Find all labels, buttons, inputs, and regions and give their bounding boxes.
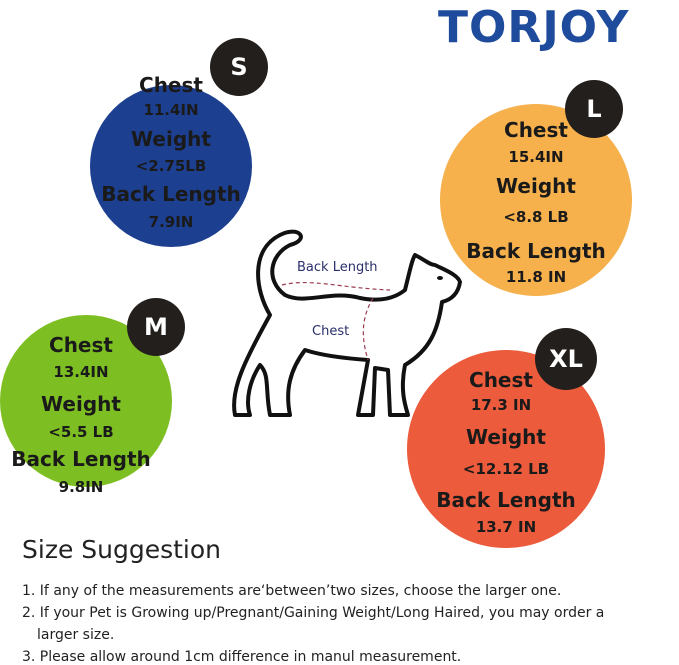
back-length-label: Back Length xyxy=(11,447,151,471)
chest-value: 13.4IN xyxy=(53,363,109,381)
size-suggestion-title: Size Suggestion xyxy=(22,535,222,564)
chest-label: Chest xyxy=(469,368,533,392)
back-length-value: 9.8IN xyxy=(58,478,104,496)
chest-value: 17.3 IN xyxy=(470,396,532,414)
chest-label: Chest xyxy=(504,118,568,142)
weight-value: <8.8 LB xyxy=(503,208,569,226)
weight-label: Weight xyxy=(41,392,121,416)
chest-diagram-label: Chest xyxy=(312,324,350,339)
back-length-label: Back Length xyxy=(101,182,241,206)
size-s-circle: Chest 11.4IN Weight <2.75LB Back Length … xyxy=(90,73,252,247)
weight-value: <5.5 LB xyxy=(48,423,114,441)
back-length-value: 7.9IN xyxy=(148,213,194,231)
note-3: 3. Please allow around 1cm difference in… xyxy=(22,649,462,665)
back-length-diagram-label: Back Length xyxy=(297,260,378,275)
note-2: 2. If your Pet is Growing up/Pregnant/Ga… xyxy=(22,605,605,621)
weight-label: Weight xyxy=(131,127,211,151)
back-length-value: 11.8 IN xyxy=(505,268,567,286)
back-length-value: 13.7 IN xyxy=(475,518,537,536)
size-m-circle: Chest 13.4IN Weight <5.5 LB Back Length … xyxy=(0,315,172,496)
brand-logo: TORJOY xyxy=(438,2,630,53)
weight-value: <12.12 LB xyxy=(462,460,550,478)
chest-label: Chest xyxy=(139,73,203,97)
chest-value: 15.4IN xyxy=(508,148,564,166)
note-2-cont: larger size. xyxy=(37,627,115,643)
note-1: 1. If any of the measurements are‘betwee… xyxy=(22,583,562,599)
weight-label: Weight xyxy=(466,425,546,449)
back-length-label: Back Length xyxy=(436,488,576,512)
weight-label: Weight xyxy=(496,174,576,198)
size-m-badge: M xyxy=(127,298,185,356)
cat-outline-icon xyxy=(232,229,462,417)
chest-value: 11.4IN xyxy=(143,101,199,119)
chest-label: Chest xyxy=(49,333,113,357)
back-length-label: Back Length xyxy=(466,239,606,263)
size-xl-badge: XL xyxy=(535,328,597,390)
size-l-badge: L xyxy=(565,80,623,138)
weight-value: <2.75LB xyxy=(135,157,207,175)
size-s-badge: S xyxy=(210,38,268,96)
